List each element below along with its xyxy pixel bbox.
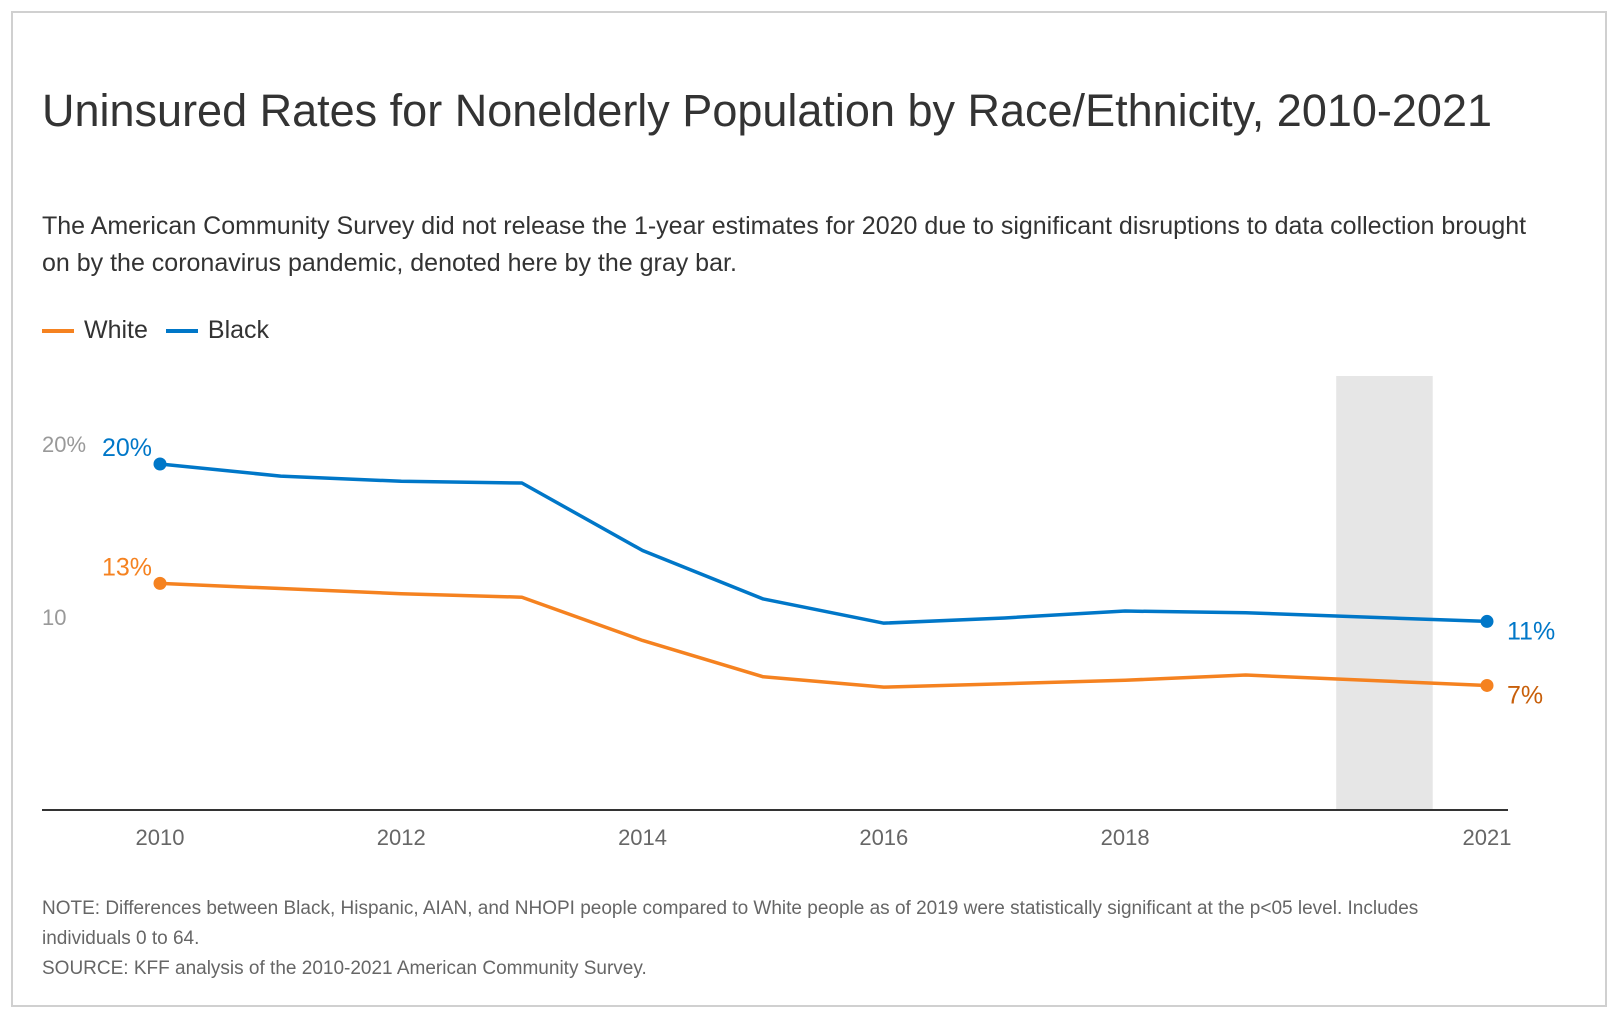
- point-white-2021: [1480, 678, 1494, 692]
- shaded-2020-bar: [1336, 376, 1433, 810]
- legend-item-black[interactable]: Black: [165, 316, 270, 345]
- data-label-black-end: 11%: [1507, 617, 1555, 645]
- chart-title: Uninsured Rates for Nonelderly Populatio…: [42, 85, 1492, 136]
- chart-subtitle: The American Community Survey did not re…: [42, 212, 1527, 277]
- source-text: SOURCE: KFF analysis of the 2010-2021 Am…: [42, 958, 647, 979]
- legend: White Black: [42, 316, 269, 345]
- x-tick-label-2014: 2014: [618, 825, 667, 850]
- series-line-white: [159, 581, 1488, 689]
- x-tick-label-2018: 2018: [1101, 825, 1150, 850]
- note-text: NOTE: Differences between Black, Hispani…: [42, 898, 1419, 949]
- x-tick-label-2016: 2016: [859, 825, 908, 850]
- x-tick-label-2021: 2021: [1463, 825, 1512, 850]
- legend-label-white: White: [84, 316, 148, 344]
- point-black-2010: [153, 457, 167, 471]
- chart-frame: [11, 11, 1607, 1007]
- data-label-white-end: 7%: [1507, 681, 1543, 709]
- legend-swatch-white: [42, 328, 74, 333]
- legend-item-white[interactable]: White: [42, 316, 148, 345]
- x-tick-label-2012: 2012: [377, 825, 426, 850]
- y-tick-label-20: 20%: [42, 432, 86, 457]
- point-black-2021: [1480, 614, 1494, 628]
- series-line-black: [159, 462, 1488, 625]
- data-label-white-start: 13%: [102, 553, 152, 581]
- x-tick-label-2010: 2010: [136, 825, 185, 850]
- y-tick-label-10: 10: [42, 605, 66, 630]
- chart-notes: NOTE: Differences between Black, Hispani…: [42, 894, 1482, 984]
- data-label-black-start: 20%: [102, 434, 152, 462]
- legend-label-black: Black: [207, 316, 270, 344]
- point-white-2010: [153, 576, 167, 590]
- legend-swatch-black: [165, 328, 198, 333]
